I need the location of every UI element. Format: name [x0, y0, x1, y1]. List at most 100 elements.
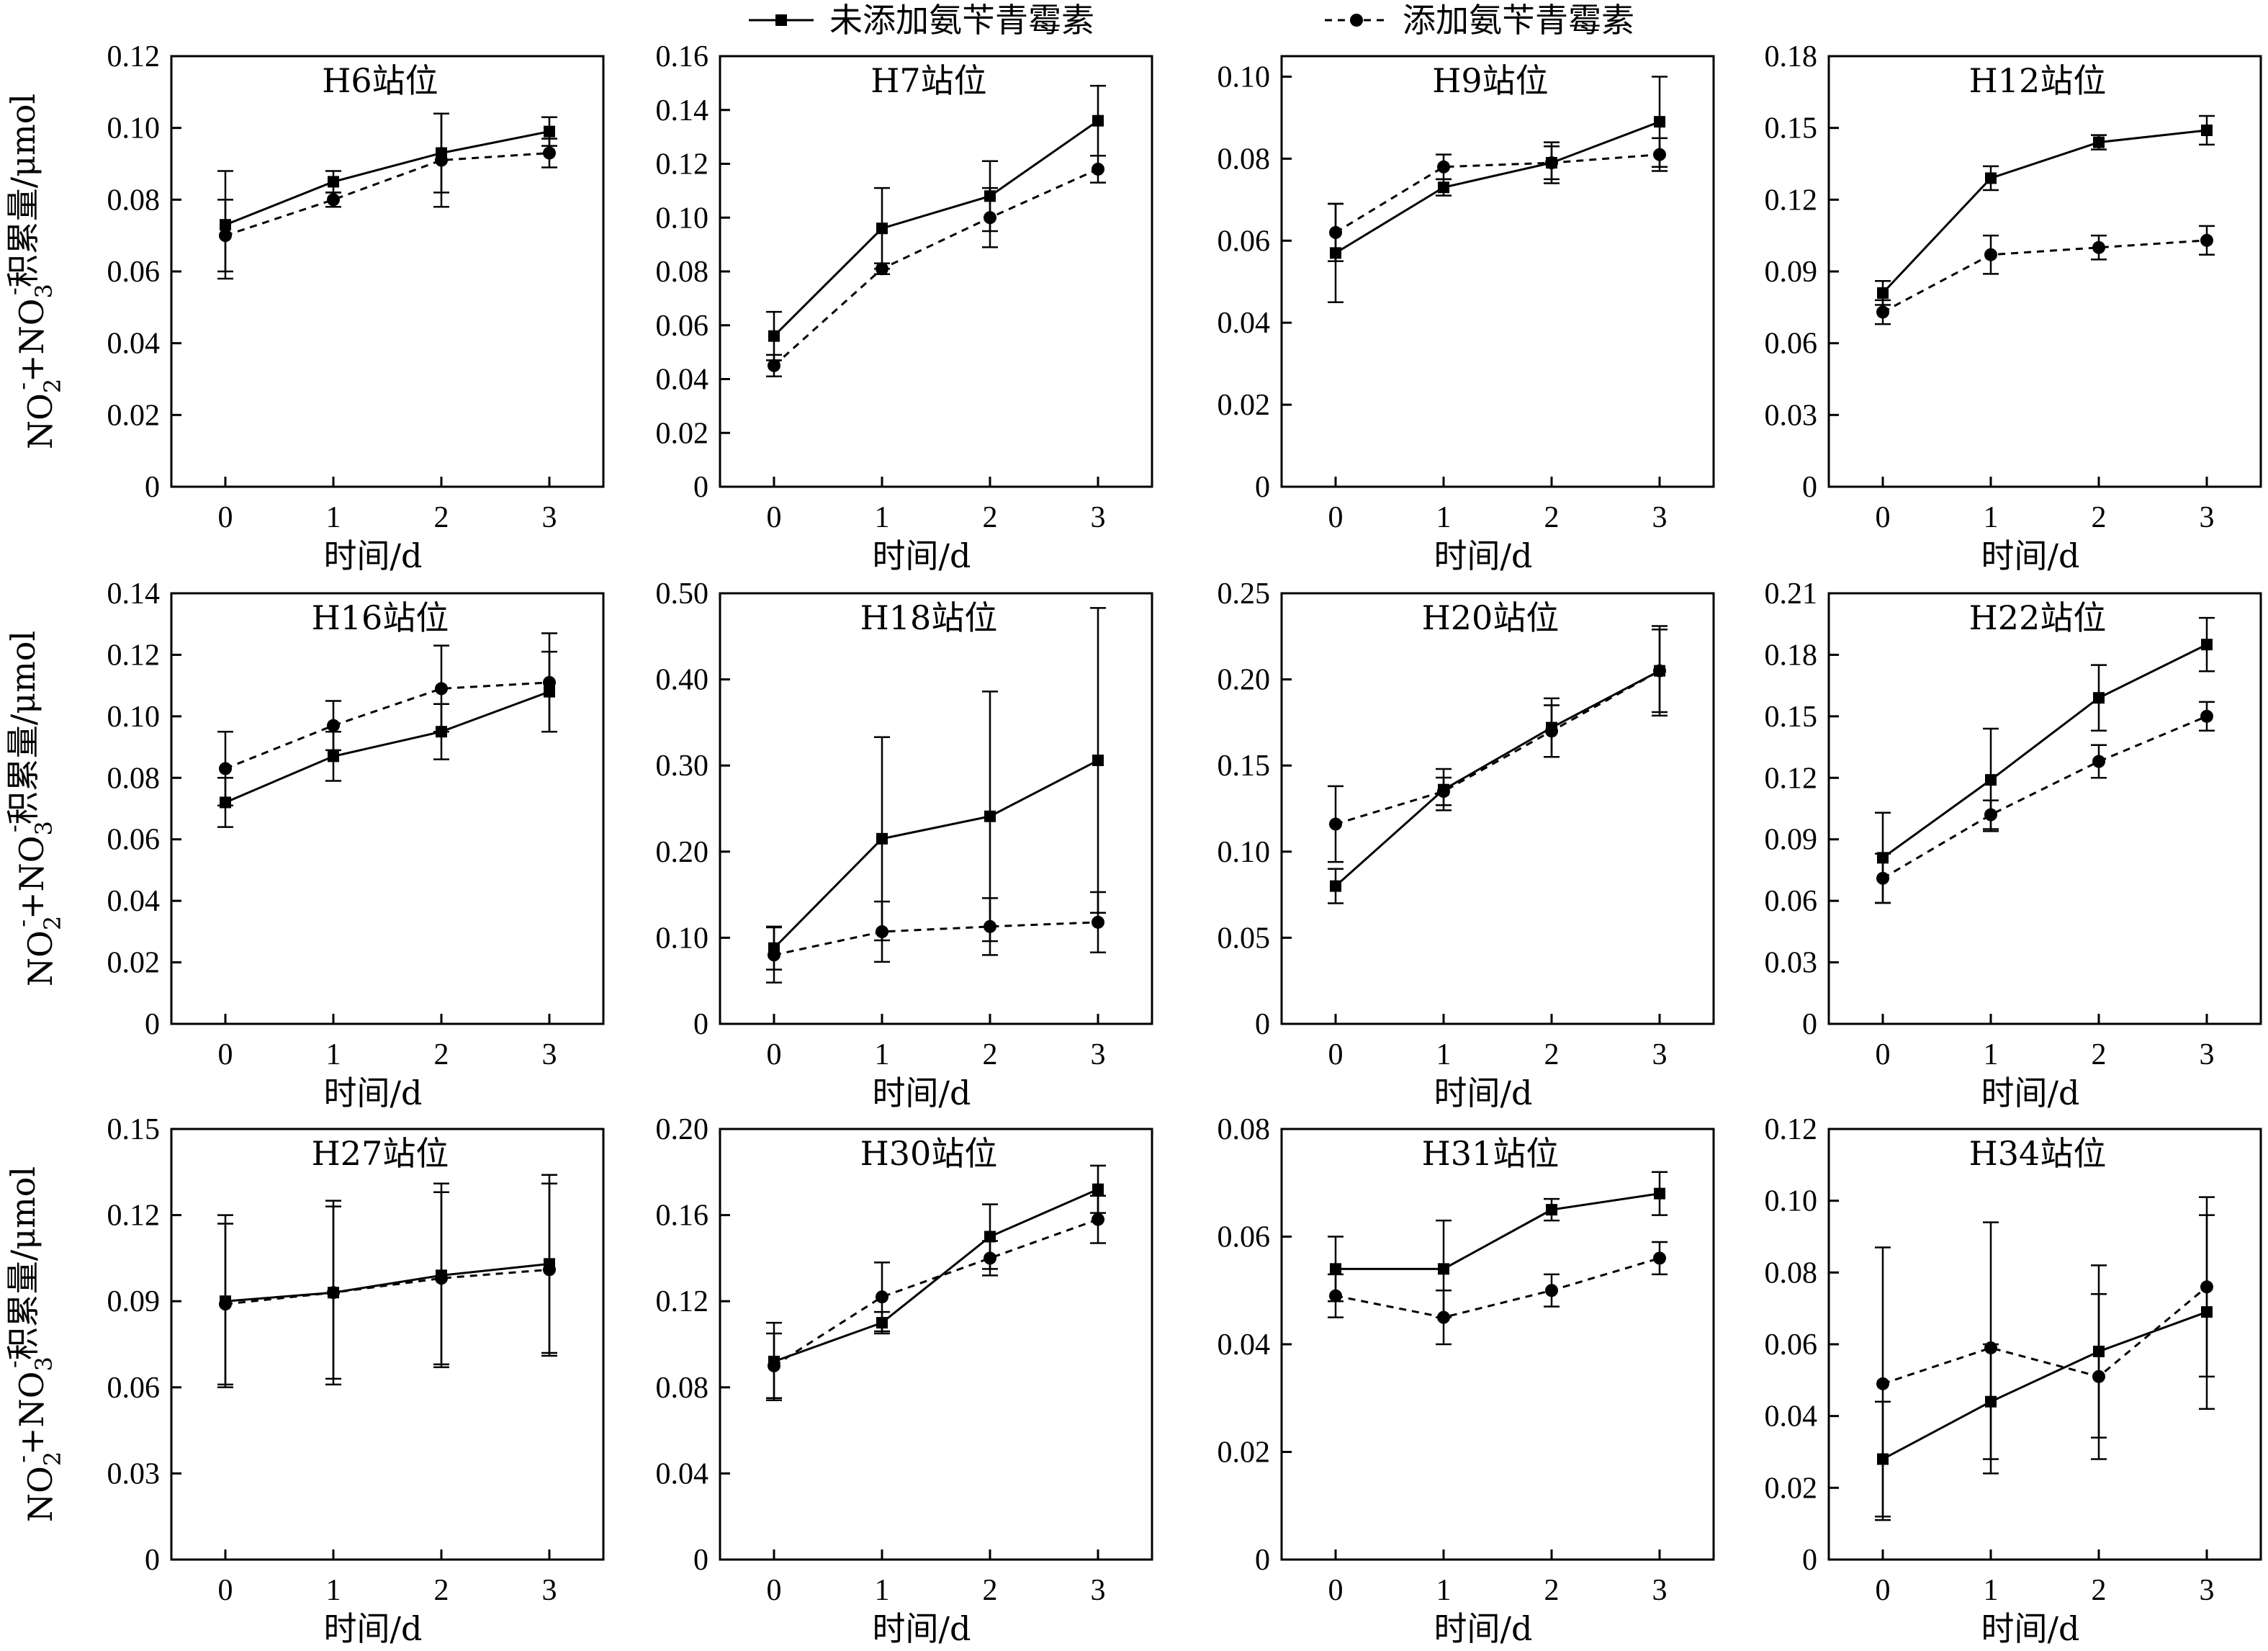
y-tick-label: 0.10 — [107, 701, 161, 734]
series-line — [225, 690, 550, 804]
y-tick-label: 0.02 — [107, 399, 161, 432]
series-line — [1335, 670, 1660, 825]
data-point — [435, 682, 448, 696]
y-tick-label: 0.04 — [107, 328, 161, 361]
panel-title: H30站位 — [860, 1134, 998, 1173]
y-tick-label: 0.02 — [1765, 1472, 1818, 1505]
x-axis-label: 时间/d — [324, 1609, 423, 1648]
x-tick-label: 2 — [434, 1574, 449, 1607]
series-line — [225, 152, 550, 237]
x-tick-label: 2 — [434, 1038, 449, 1071]
series-1 — [217, 112, 557, 273]
data-point — [328, 176, 339, 188]
legend-label-0: 未添加氨苄青霉素 — [829, 1, 1094, 40]
x-tick-label: 1 — [1436, 1038, 1452, 1071]
panel-H7站位: 0 1 2 3 0 0.02 0.04 0.06 0.08 0.10 0.12 0.14 0.16 H7站… — [656, 40, 1153, 575]
legend-marker-0 — [775, 14, 787, 26]
y-tick-label: 0.40 — [656, 664, 709, 697]
y-tick-label: 0 — [1802, 1544, 1817, 1577]
data-point — [984, 1231, 996, 1243]
x-tick-label: 1 — [875, 501, 890, 534]
y-tick-label: 0.15 — [107, 1113, 161, 1146]
x-tick-label: 3 — [2200, 1038, 2215, 1071]
x-tick-label: 1 — [1436, 1574, 1452, 1607]
y-tick-label: 0.10 — [1218, 60, 1271, 94]
y-tick-label: 0.08 — [1218, 143, 1271, 176]
y-tick-label: 0.12 — [656, 1285, 709, 1318]
data-point — [984, 919, 996, 933]
data-point — [327, 1286, 340, 1300]
data-point — [219, 1297, 232, 1311]
plot-frame — [1280, 592, 1715, 1025]
data-point — [1876, 1377, 1889, 1390]
data-point — [1984, 808, 1997, 822]
y-tick-label: 0.15 — [1765, 701, 1818, 734]
x-tick-label: 1 — [326, 1038, 341, 1071]
data-point — [876, 222, 888, 235]
y-tick-label: 0.10 — [1765, 1185, 1818, 1218]
x-tick-label: 3 — [542, 1574, 557, 1607]
plot-frame — [719, 592, 1153, 1025]
y-tick-label: 0 — [1255, 471, 1270, 504]
y-tick-label: 0.06 — [1218, 1221, 1271, 1254]
legend-marker-1 — [1350, 14, 1363, 27]
x-axis-label: 时间/d — [1434, 1074, 1533, 1112]
series-line — [1882, 1286, 2208, 1385]
x-tick-label: 2 — [1544, 501, 1560, 534]
x-tick-label: 3 — [1091, 501, 1106, 534]
series-line — [1335, 120, 1660, 254]
y-tick-label: 0.08 — [1218, 1113, 1271, 1146]
series-line — [773, 1188, 1099, 1363]
series-line — [225, 681, 550, 770]
data-point — [219, 762, 232, 775]
series-1 — [1328, 1241, 1668, 1346]
data-point — [543, 1263, 556, 1277]
legend: 未添加氨苄青霉素 添加氨苄青霉素 — [749, 1, 1634, 40]
data-point — [876, 925, 888, 939]
y-tick-label: 0 — [1255, 1008, 1270, 1041]
x-axis-label: 时间/d — [873, 536, 971, 575]
data-point — [1654, 1187, 1665, 1200]
series-0 — [1328, 1171, 1668, 1318]
x-tick-label: 0 — [767, 1038, 782, 1071]
x-tick-label: 2 — [434, 501, 449, 534]
y-tick-label: 0 — [145, 1544, 160, 1577]
series-line — [1335, 1256, 1660, 1319]
legend-item-1: 添加氨苄青霉素 — [1325, 1, 1634, 40]
data-point — [1092, 114, 1104, 127]
x-tick-label: 2 — [983, 1038, 998, 1071]
panel-title: H18站位 — [860, 598, 998, 637]
y-tick-label: 0 — [1802, 1008, 1817, 1041]
panel-title: H16站位 — [312, 598, 449, 637]
data-point — [1330, 1263, 1341, 1275]
series-1 — [1328, 137, 1668, 263]
panel-title: H31站位 — [1422, 1134, 1560, 1173]
data-point — [219, 229, 232, 243]
data-point — [435, 1272, 448, 1285]
data-point — [327, 719, 340, 732]
x-tick-label: 0 — [218, 1038, 233, 1071]
y-tick-label: 0.50 — [656, 577, 709, 611]
series-line — [1882, 715, 2208, 880]
y-tick-label: 0.10 — [656, 202, 709, 235]
series-line — [1336, 1192, 1660, 1270]
series-line — [773, 759, 1099, 949]
series-1 — [766, 155, 1106, 378]
series-1 — [1875, 701, 2215, 904]
y-tick-label: 0.15 — [1765, 112, 1818, 145]
y-tick-label: 0.06 — [1765, 328, 1818, 361]
data-point — [1438, 181, 1449, 194]
panel-H16站位: 0 1 2 3 0 0.02 0.04 0.06 0.08 0.10 0.12 0.14 H16站位时间… — [0, 577, 605, 1112]
x-tick-label: 1 — [1984, 501, 1999, 534]
data-point — [1329, 225, 1342, 239]
data-point — [1985, 774, 1997, 786]
plot-frame — [1280, 55, 1715, 488]
y-tick-label: 0.30 — [656, 750, 709, 783]
